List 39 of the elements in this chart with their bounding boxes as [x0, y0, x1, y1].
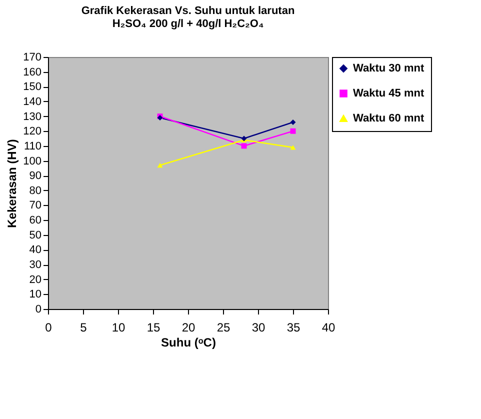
legend-label: Waktu 30 mnt: [353, 62, 424, 74]
y-tick-label: 40: [29, 244, 42, 256]
y-tick-label: 70: [29, 200, 42, 212]
y-tick-label: 60: [29, 214, 42, 227]
x-tick-label: 40: [322, 320, 336, 334]
x-tick-label: 20: [182, 320, 196, 334]
point: [241, 143, 247, 149]
y-tick-label: 0: [35, 304, 42, 316]
x-tick-label: 30: [252, 320, 266, 334]
text: H₂SO₄ 200 g/l + 40g/l H₂C₂O₄: [112, 18, 264, 30]
y-axis-title: Kekerasan (HV): [5, 139, 20, 228]
y-tick-label: 130: [23, 110, 42, 123]
point: [290, 128, 296, 134]
y-tick-label: 10: [29, 288, 42, 301]
x-tick-label: 25: [216, 320, 230, 334]
x-tick-label: 0: [45, 320, 52, 334]
x-tick-label: 35: [286, 320, 300, 334]
x-tick-label: 15: [146, 320, 160, 334]
y-tick-label: 90: [29, 170, 42, 182]
y-tick-label: 50: [29, 229, 42, 242]
legend-label: Waktu 60 mnt: [353, 112, 424, 124]
x-tick-label: 5: [80, 320, 88, 334]
y-tick-label: 120: [23, 126, 42, 138]
point: [157, 162, 163, 168]
y-tick-label: 150: [23, 81, 42, 94]
x-axis-title: Suhu (ᵒC): [161, 336, 216, 350]
legend-label: Waktu 45 mnt: [353, 88, 424, 100]
y-tick-label: 110: [24, 140, 42, 152]
y-tick-label: 140: [23, 96, 42, 108]
y-tick-label: 30: [29, 259, 42, 272]
point: [290, 119, 296, 125]
point: [290, 145, 296, 150]
y-tick-label: 100: [23, 155, 42, 168]
y-tick-label: 170: [23, 52, 42, 64]
y-tick-label: 20: [29, 274, 42, 286]
text: Grafik Kekerasan Vs. Suhu untuk larutan: [81, 5, 295, 17]
y-tick-label: 80: [29, 184, 42, 197]
x-tick-label: 10: [112, 320, 126, 334]
y-tick-label: 160: [23, 66, 42, 78]
